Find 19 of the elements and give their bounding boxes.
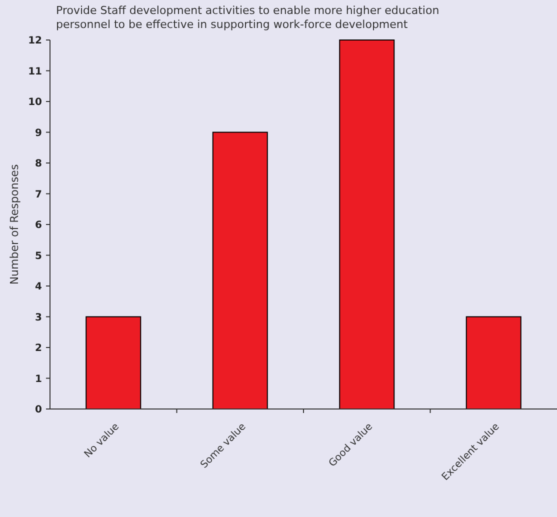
- y-tick-label: 8: [35, 158, 42, 170]
- y-tick-label: 7: [35, 189, 42, 200]
- y-tick-label: 6: [35, 220, 42, 231]
- y-tick-label: 1: [35, 374, 42, 385]
- y-tick-label: 5: [35, 250, 42, 262]
- y-tick-label: 10: [28, 97, 42, 108]
- y-tick-label: 9: [35, 128, 42, 139]
- y-tick-label: 3: [35, 312, 42, 324]
- bar: [339, 40, 395, 410]
- bar: [212, 132, 268, 410]
- y-tick-label: 0: [35, 404, 42, 416]
- y-tick-label: 12: [28, 36, 42, 46]
- bar: [86, 316, 142, 410]
- y-tick-label: 2: [35, 343, 42, 354]
- y-tick-label: 11: [28, 66, 42, 78]
- y-axis-title: Number of Responses: [8, 164, 21, 285]
- chart-title: Provide Staff development activities to enable more higher education personnel to be effective in supporting work-force development: [56, 4, 440, 31]
- y-tick-label: 4: [35, 282, 42, 292]
- bar: [466, 316, 522, 410]
